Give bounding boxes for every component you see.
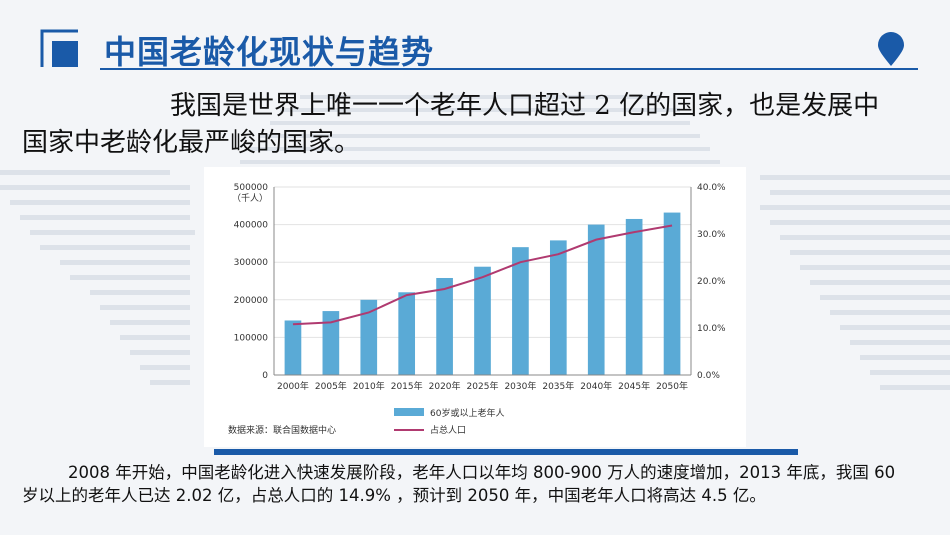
bar	[512, 247, 529, 375]
x-tick-label: 2010年	[353, 380, 385, 392]
bar	[663, 212, 681, 375]
legend-bar-label: 60岁或以上老年人	[430, 407, 504, 419]
x-tick-label: 2035年	[542, 380, 574, 392]
bar	[284, 320, 302, 375]
bar	[360, 299, 378, 375]
x-tick-label: 2045年	[618, 380, 650, 392]
square-corner-icon	[40, 29, 78, 67]
intro-paragraph: 我国是世界上唯一一个老年人口超过 2 亿的国家，也是发展中国家中老龄化最严峻的国…	[22, 91, 880, 158]
x-tick-label: 2000年	[277, 380, 309, 392]
source-note: 数据来源：联合国数据中心	[228, 424, 336, 436]
x-tick-label: 2020年	[429, 380, 461, 392]
left-tick-label: 100000	[234, 333, 269, 343]
right-tick-label: 20.0%	[697, 277, 726, 287]
x-tick-label: 2040年	[580, 380, 612, 392]
left-tick-label: 300000	[234, 258, 269, 268]
left-tick-label: 500000	[234, 183, 269, 193]
bar	[549, 240, 567, 375]
legend-line-label: 占总人口	[430, 424, 466, 436]
right-tick-label: 30.0%	[697, 230, 726, 240]
x-tick-label: 2005年	[315, 380, 347, 392]
left-tick-label: 0	[262, 371, 268, 381]
x-tick-label: 2050年	[656, 380, 688, 392]
bar	[625, 218, 643, 375]
bar	[436, 277, 453, 375]
left-tick-label: 400000	[234, 221, 269, 231]
left-axis-unit: （千人）	[232, 193, 268, 204]
location-pin-icon	[878, 32, 904, 66]
legend-bar-swatch	[394, 408, 424, 416]
x-tick-label: 2015年	[391, 380, 423, 392]
population-chart: 0 100000 200000 300000 400000 500000 0.0% 10.0…	[228, 183, 726, 436]
bar	[322, 311, 340, 375]
page-title: 中国老龄化现状与趋势	[104, 33, 435, 71]
chart-underline	[214, 449, 798, 455]
summary-paragraph: 2008 年开始，中国老龄化进入快速发展阶段，老年人口以年均 800-900 万…	[22, 463, 896, 505]
chart-panel: 0 100000 200000 300000 400000 500000 0.0% 10.0…	[204, 167, 746, 447]
title-underline	[100, 68, 918, 70]
right-tick-label: 40.0%	[697, 183, 726, 193]
left-tick-label: 200000	[234, 296, 269, 306]
x-tick-label: 2025年	[467, 380, 499, 392]
bar	[398, 292, 416, 375]
right-tick-label: 0.0%	[697, 371, 720, 381]
series-line	[292, 224, 673, 326]
right-tick-label: 10.0%	[697, 324, 726, 334]
x-tick-label: 2030年	[504, 380, 536, 392]
bar	[587, 224, 605, 375]
bar	[474, 266, 491, 375]
